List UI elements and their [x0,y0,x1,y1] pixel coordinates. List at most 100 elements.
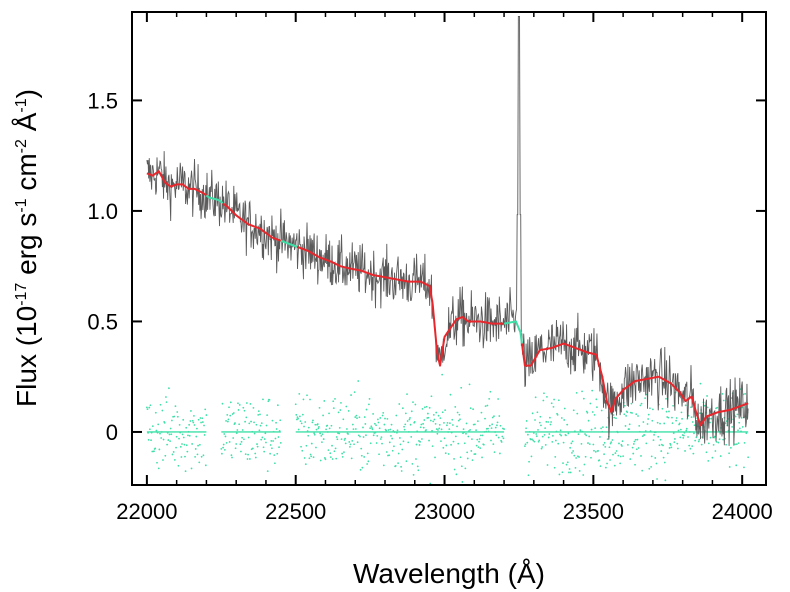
residual-point [198,461,201,464]
residual-point [348,445,351,448]
residual-point [437,429,439,431]
residual-point [639,404,642,407]
residual-point [614,452,617,454]
residual-point [268,398,271,401]
residual-point [747,456,750,459]
residual-point [488,398,491,400]
residual-point [483,430,486,433]
residual-point [477,446,480,448]
residual-point [338,432,341,435]
residual-point [675,417,678,419]
residual-point [555,430,558,433]
residual-point [554,439,557,442]
residual-point [475,444,478,447]
residual-point [488,424,491,427]
residual-point [398,403,401,405]
residual-point [172,451,175,453]
residual-point [625,414,627,417]
residual-point [341,452,344,455]
residual-point [679,436,682,439]
residual-point [312,419,314,422]
residual-point [337,411,340,414]
residual-point [543,433,546,436]
residual-point [545,420,548,423]
residual-point [562,441,565,444]
residual-point [462,428,465,431]
residual-point [443,437,446,440]
residual-point [430,395,433,398]
residual-point [198,443,201,446]
model-fit-segment-0 [146,170,208,197]
residual-point [672,404,675,407]
residual-point [604,446,607,448]
residual-point [200,455,203,458]
residual-point [329,456,332,458]
residual-point [725,443,728,446]
residual-point [547,436,550,439]
residual-point [390,434,392,437]
residual-point [276,404,279,407]
residual-point [228,406,230,409]
residual-point [340,438,343,441]
residual-point [450,443,452,446]
residual-point [745,432,748,435]
residual-point [615,450,618,452]
residual-point [343,451,345,454]
residual-point [659,438,662,441]
residual-point [176,411,179,413]
residual-point [180,456,183,458]
residual-point [229,414,232,417]
residual-point [479,447,482,450]
residual-point [735,464,738,467]
residual-point [371,426,373,429]
residual-point [267,400,270,403]
residual-point [598,459,601,462]
residual-point [570,442,573,445]
residual-point [684,450,686,452]
residual-point [466,451,469,454]
residual-point [688,431,691,433]
residual-point [667,416,670,419]
residual-point [690,406,692,409]
residual-point [237,402,239,405]
residual-point [451,418,454,421]
residual-point [713,435,716,438]
residual-point [247,436,250,439]
residual-point [271,419,274,422]
residual-point [349,443,352,446]
residual-point [381,414,384,417]
residual-point [345,405,348,408]
residual-point [331,444,333,447]
residual-point [493,415,495,418]
residual-point [461,481,464,483]
residual-point [422,422,424,425]
residual-point [265,424,268,427]
residual-point [613,464,616,467]
residual-point [467,435,470,438]
residual-point [421,407,424,410]
residual-point [278,429,281,432]
residual-point [336,438,339,441]
residual-point [721,393,724,395]
y-tick-label: 1.0 [87,199,118,224]
residual-point [580,442,583,445]
residual-point [373,422,376,425]
residual-point [563,419,566,421]
residual-point [496,421,499,424]
residual-point [559,433,561,436]
residual-point [547,421,550,423]
residual-point [553,466,556,469]
residual-point [427,416,430,419]
residual-point [544,444,547,446]
residual-point [432,420,435,423]
residual-point [595,398,598,401]
residual-point [446,421,449,424]
residual-point [300,422,303,425]
residual-point [744,392,747,395]
residual-point [700,443,703,446]
residual-point [235,443,238,445]
residual-point [241,429,244,431]
residual-point [187,434,189,437]
residual-point [691,421,694,423]
residual-point [363,456,366,458]
